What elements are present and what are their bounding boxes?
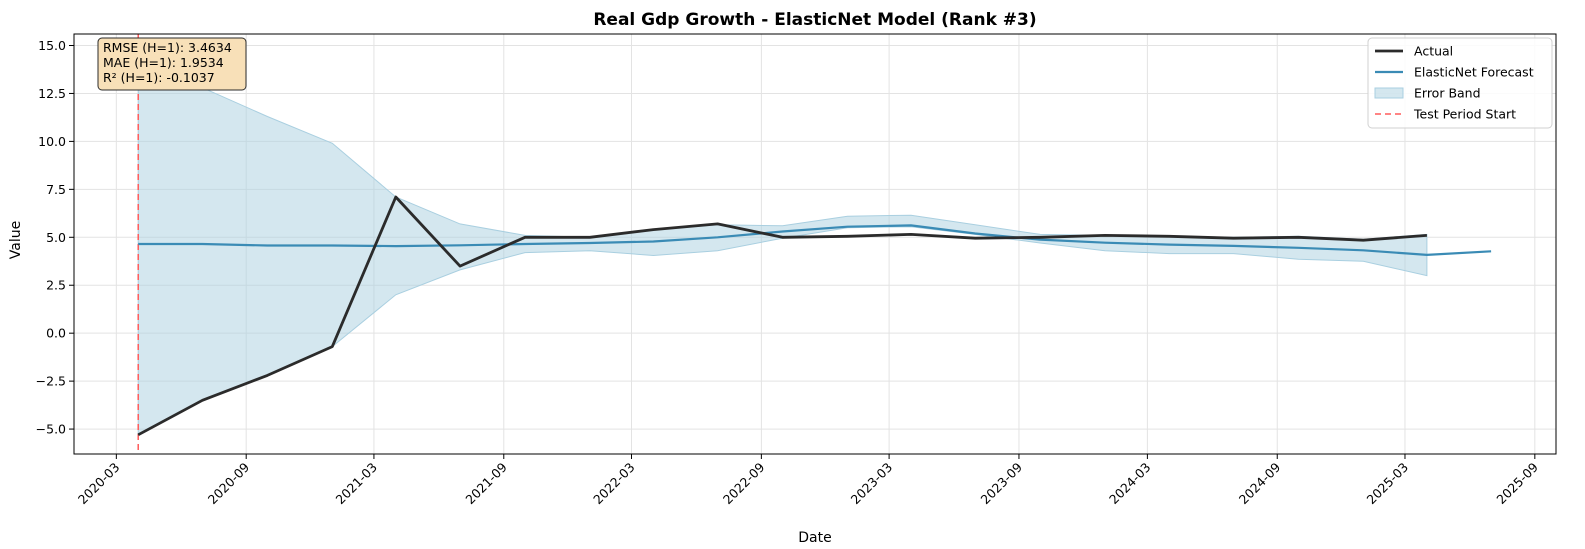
error-band-area [137, 52, 1428, 436]
x-tick-label: 2022-03 [590, 460, 638, 508]
y-tick-label: 5.0 [46, 230, 66, 245]
x-tick-label: 2021-03 [333, 460, 381, 508]
y-tick-label: 2.5 [46, 278, 66, 293]
x-tick-label: 2023-09 [978, 459, 1026, 507]
y-tick-label: 0.0 [46, 326, 66, 341]
legend-box [1367, 37, 1553, 129]
x-tick-label: 2020-03 [75, 460, 123, 508]
y-tick-label: −2.5 [36, 374, 66, 389]
chart-title: Real Gdp Growth - ElasticNet Model (Rank… [593, 10, 1036, 30]
y-tick-label: 12.5 [38, 86, 66, 101]
series-lines [137, 195, 1492, 437]
x-tick-label: 2024-03 [1106, 460, 1154, 508]
y-tick-label: 10.0 [38, 134, 66, 149]
y-tick-label: 7.5 [46, 182, 66, 197]
metric-text: RMSE (H=1): 3.4634 [103, 40, 232, 55]
x-tick-label: 2022-09 [720, 459, 768, 507]
x-tick-label: 2023-03 [848, 460, 896, 508]
legend-label: Error Band [1414, 86, 1481, 101]
legend-label: Test Period Start [1413, 107, 1516, 122]
legend-label: Actual [1414, 44, 1453, 59]
metrics-box-background [97, 37, 247, 91]
plot-frame [73, 33, 1557, 455]
x-tick-label: 2021-09 [462, 459, 510, 507]
y-axis: −5.0 −2.5 0.0 2.5 5.0 7.5 10.0 12.5 15.0 [36, 38, 74, 437]
x-axis-label: Date [798, 530, 831, 546]
x-tick-label: 2024-09 [1236, 459, 1284, 507]
x-axis: 2020-03 2020-09 2021-03 2021-09 2022-03 2022-… [75, 454, 1541, 507]
metric-text: R² (H=1): -0.1037 [103, 70, 215, 85]
y-axis-label: Value [8, 221, 24, 259]
y-tick-label: 15.0 [38, 38, 66, 53]
series-line-actual [137, 195, 1428, 437]
legend: Actual ElasticNet Forecast Error Band Test … [1367, 37, 1553, 129]
series-line-elasticnet-forecast [138, 224, 1492, 256]
legend-label: ElasticNet Forecast [1414, 65, 1534, 80]
y-tick-label: −5.0 [36, 422, 66, 437]
metric-text: MAE (H=1): 1.9534 [103, 55, 224, 70]
x-tick-label: 2025-09 [1493, 459, 1541, 507]
error-band [137, 52, 1428, 436]
x-tick-label: 2025-03 [1364, 460, 1412, 508]
x-tick-label: 2020-09 [205, 459, 253, 507]
legend-handle-error-band [1374, 87, 1404, 99]
